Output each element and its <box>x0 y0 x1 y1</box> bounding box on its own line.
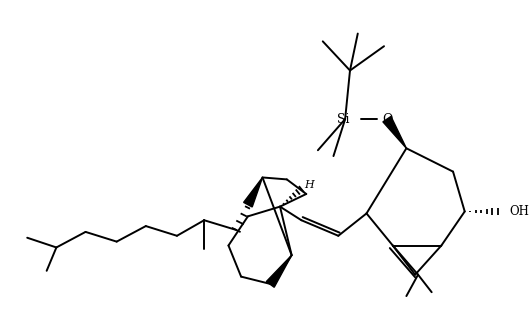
Text: OH: OH <box>509 205 529 218</box>
Text: Si: Si <box>337 113 350 126</box>
Text: O: O <box>382 113 393 126</box>
Text: H: H <box>304 180 314 190</box>
Polygon shape <box>383 116 406 148</box>
Polygon shape <box>244 178 262 207</box>
Polygon shape <box>267 255 291 287</box>
